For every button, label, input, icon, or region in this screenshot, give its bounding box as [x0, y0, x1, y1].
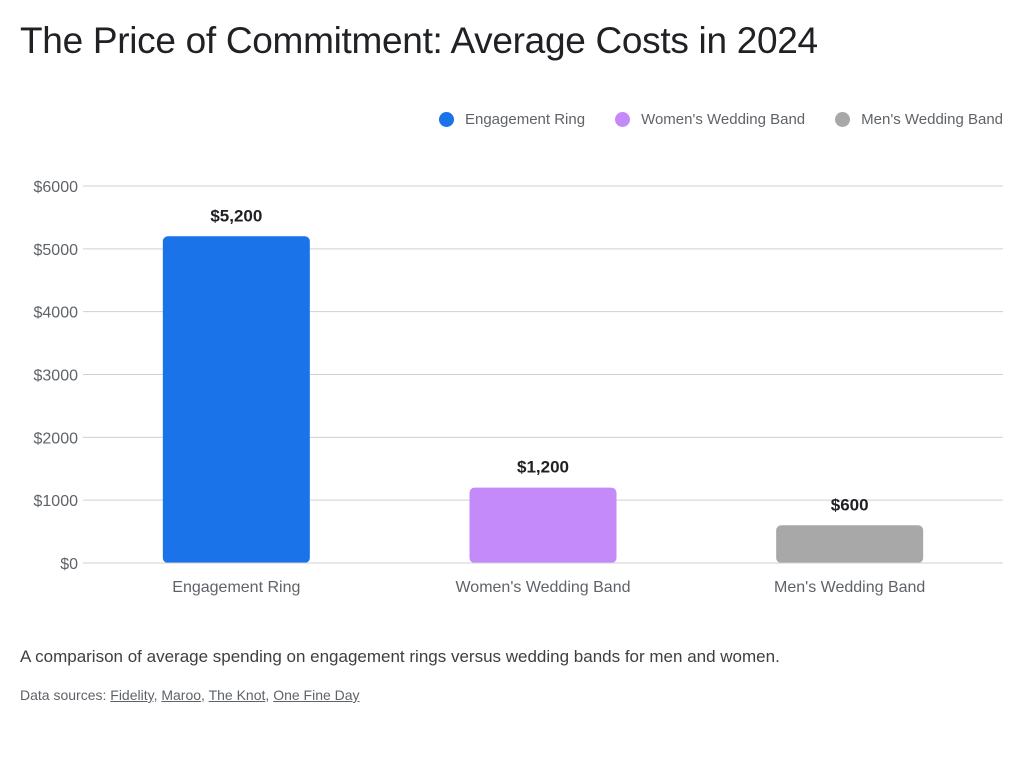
- bar: [776, 525, 924, 563]
- data-label: $5,200: [210, 206, 262, 225]
- source-link-the-knot[interactable]: The Knot: [208, 687, 266, 703]
- y-tick-label: $2000: [34, 430, 79, 447]
- x-tick-label: Women's Wedding Band: [455, 579, 630, 596]
- x-tick-label: Engagement Ring: [172, 579, 300, 596]
- legend-label: Men's Wedding Band: [861, 111, 1003, 128]
- y-tick-label: $4000: [34, 305, 79, 322]
- x-tick-label: Men's Wedding Band: [774, 579, 925, 596]
- legend-item-womens-wedding-band: Women's Wedding Band: [615, 111, 805, 128]
- y-tick-label: $6000: [34, 179, 79, 196]
- legend-swatch-mens-wedding-band: [835, 112, 851, 127]
- source-link-one-fine-day[interactable]: One Fine Day: [273, 687, 360, 703]
- source-link-maroo[interactable]: Maroo: [161, 687, 202, 703]
- y-tick-label: $1000: [34, 493, 79, 510]
- legend-item-engagement-ring: Engagement Ring: [438, 111, 586, 128]
- separator: ,: [201, 687, 209, 703]
- y-tick-label: $0: [60, 556, 78, 573]
- legend-item-mens-wedding-band: Men's Wedding Band: [835, 111, 1003, 128]
- y-tick-label: $5000: [34, 242, 79, 259]
- y-tick-label: $3000: [34, 368, 79, 385]
- bar: [469, 487, 617, 563]
- legend-label: Engagement Ring: [464, 111, 586, 128]
- chart-caption: A comparison of average spending on enga…: [20, 647, 780, 666]
- data-label: $600: [831, 495, 869, 514]
- bar-chart: $0 $1000 $2000 $3000 $4000 $5000 $6000 $5,200 En…: [34, 179, 1003, 596]
- separator: ,: [265, 687, 274, 703]
- legend-swatch-womens-wedding-band: [615, 112, 631, 127]
- separator: ,: [153, 687, 162, 703]
- legend: Engagement Ring Women's Wedding Band Men…: [409, 111, 1003, 128]
- bar: [162, 236, 310, 563]
- sources-prefix: Data sources:: [20, 687, 111, 703]
- chart-title: The Price of Commitment: Average Costs i…: [20, 20, 818, 61]
- legend-swatch-engagement-ring: [438, 112, 454, 127]
- data-label: $1,200: [517, 458, 569, 477]
- source-link-fidelity[interactable]: Fidelity: [110, 687, 154, 703]
- legend-label: Women's Wedding Band: [641, 111, 806, 128]
- data-sources: Data sources: Fidelity, Maroo, The Knot,…: [20, 687, 360, 703]
